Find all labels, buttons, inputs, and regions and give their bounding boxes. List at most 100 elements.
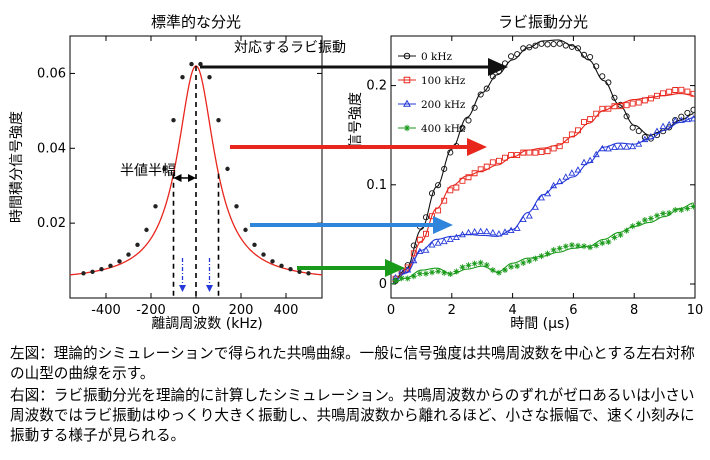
- series-marker: [471, 104, 478, 111]
- series-marker: [617, 143, 625, 150]
- series-marker: [453, 184, 460, 191]
- series-marker: [410, 242, 417, 249]
- series-marker: [617, 103, 624, 110]
- series-marker: [489, 228, 497, 236]
- series-marker: [690, 90, 695, 97]
- series-marker: [605, 79, 612, 86]
- series-marker: [514, 152, 521, 158]
- series-marker: [587, 116, 594, 123]
- series-marker: [477, 259, 484, 266]
- series-marker: [538, 253, 545, 260]
- x-tick-label: 4: [508, 303, 516, 318]
- series-marker: [592, 150, 600, 158]
- series-marker: [544, 250, 551, 257]
- series-marker: [683, 115, 691, 123]
- caption-right: 右図：ラビ振動分光を理論的に計算したシミュレーション。共鳴周波数からのずれがゼロ…: [10, 387, 695, 444]
- series-marker: [471, 170, 478, 177]
- series-marker: [531, 203, 539, 210]
- series-marker: [422, 270, 429, 277]
- series-marker: [508, 263, 515, 270]
- series-marker: [666, 210, 673, 217]
- series-marker: [623, 113, 630, 120]
- resonance-point: [225, 166, 230, 172]
- series-marker: [435, 182, 442, 189]
- series-marker: [635, 99, 642, 106]
- series-marker: [514, 263, 521, 270]
- series-marker: [678, 113, 685, 120]
- series-marker: [483, 262, 490, 269]
- series-marker: [471, 227, 479, 235]
- legend-marker: [403, 76, 411, 84]
- resonance-x-axis-label: 離調周波数 (kHz): [151, 315, 262, 332]
- dashed-marker-lines: [172, 65, 220, 298]
- x-tick-label: 10: [687, 303, 704, 318]
- series-marker: [580, 158, 588, 166]
- series-marker: [392, 277, 399, 284]
- series-marker: [568, 43, 575, 50]
- resonance-point: [306, 271, 311, 276]
- resonance-point: [261, 252, 266, 257]
- series-marker: [581, 119, 587, 126]
- series-marker: [471, 260, 478, 267]
- series-marker: [429, 269, 436, 276]
- series-marker: [550, 145, 557, 152]
- legend-label: 0 kHz: [421, 51, 453, 63]
- series-marker: [410, 256, 418, 264]
- series-marker: [689, 115, 695, 122]
- series-marker: [520, 259, 527, 266]
- series-marker: [526, 258, 533, 265]
- series-marker: [587, 53, 594, 61]
- series-marker: [495, 230, 503, 237]
- series-marker: [483, 227, 491, 235]
- series-marker: [574, 166, 582, 173]
- series-marker: [483, 85, 490, 92]
- series-marker: [477, 166, 484, 173]
- series-marker: [441, 269, 448, 276]
- series-marker: [568, 169, 576, 176]
- series-marker: [477, 91, 484, 98]
- series-marker: [538, 40, 545, 47]
- series-marker: [574, 45, 582, 52]
- series-marker: [537, 193, 545, 201]
- series-marker: [568, 131, 575, 138]
- x-tick-label: 8: [630, 303, 638, 318]
- resonance-point: [198, 61, 203, 67]
- series-marker: [435, 268, 442, 275]
- figure: 標準的な分光 -400 -200 0 200 400 0.020.040.06 半値半幅…: [9, 13, 704, 332]
- x-tick-label: 6: [569, 303, 577, 318]
- y-tick-label: 0.04: [37, 141, 66, 156]
- series-marker: [525, 212, 533, 219]
- resonance-point: [216, 118, 221, 123]
- blue-dash-arrows: [179, 258, 213, 292]
- series-marker: [660, 90, 667, 97]
- resonance-point: [189, 61, 194, 67]
- connector-arrowhead: [385, 259, 405, 277]
- series-marker: [678, 86, 685, 93]
- series-marker: [489, 73, 496, 80]
- series-marker: [550, 181, 558, 189]
- series-marker: [623, 227, 630, 234]
- series-marker: [605, 105, 612, 112]
- series-marker: [423, 230, 429, 237]
- series-marker: [502, 154, 508, 161]
- resonance-point: [270, 259, 275, 264]
- series-marker: [623, 102, 630, 109]
- y-tick-label: 0.2: [366, 79, 387, 94]
- series-marker: [599, 105, 606, 112]
- resonance-point: [99, 266, 104, 272]
- x-tick-label: 400: [274, 303, 299, 318]
- resonance-point: [252, 242, 257, 248]
- rabi-chart-title: ラビ振動分光: [498, 13, 588, 31]
- resonance-point: [180, 74, 185, 80]
- series-marker: [410, 273, 417, 280]
- rabi-series: [391, 39, 695, 285]
- series-marker: [593, 242, 600, 249]
- series-marker: [562, 243, 569, 250]
- series-marker: [544, 189, 552, 197]
- series-marker: [489, 159, 496, 166]
- series-marker: [513, 224, 521, 231]
- series-marker: [526, 44, 533, 51]
- resonance-point: [153, 204, 158, 209]
- series-marker: [611, 94, 618, 101]
- series-marker: [647, 132, 655, 140]
